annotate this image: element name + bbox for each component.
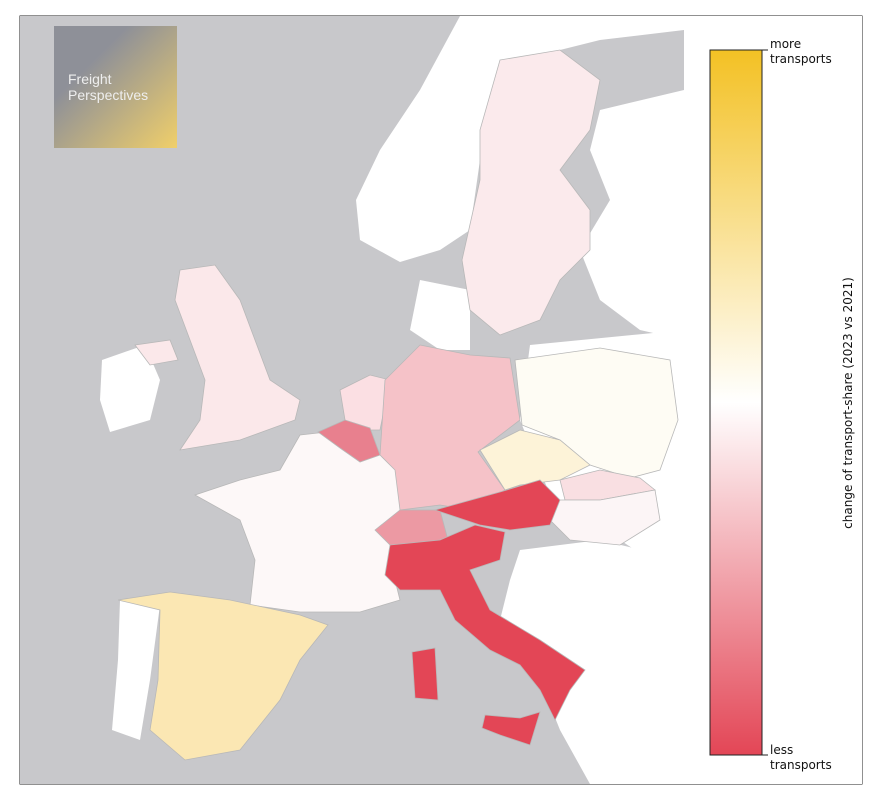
hungary	[549, 489, 661, 546]
colorbar-top-label: transports	[770, 52, 832, 66]
colorbar-label: change of transport-share (2023 vs 2021)	[841, 277, 855, 529]
italy	[384, 524, 586, 721]
denmark	[410, 280, 470, 350]
logo-text: Perspectives	[68, 87, 148, 103]
northern-ireland	[134, 339, 179, 366]
spain	[117, 591, 329, 761]
ireland	[100, 345, 160, 432]
colorbar-bottom-label: less	[770, 743, 793, 757]
sweden	[461, 49, 601, 336]
czechia	[479, 429, 591, 491]
sardinia	[411, 647, 439, 701]
poland	[514, 347, 679, 479]
germany	[379, 344, 521, 511]
portugal	[112, 600, 160, 740]
logo-text: Freight	[68, 71, 112, 87]
austria	[433, 479, 561, 531]
colorbar-top-label: more	[770, 37, 801, 51]
uk	[174, 264, 301, 451]
colorbar	[709, 49, 763, 756]
balkans	[500, 540, 684, 784]
sicily	[481, 711, 541, 746]
finland-baltics	[580, 90, 684, 340]
colorbar-bottom-label: transports	[770, 758, 832, 772]
logo	[54, 26, 177, 148]
norway	[356, 16, 684, 262]
